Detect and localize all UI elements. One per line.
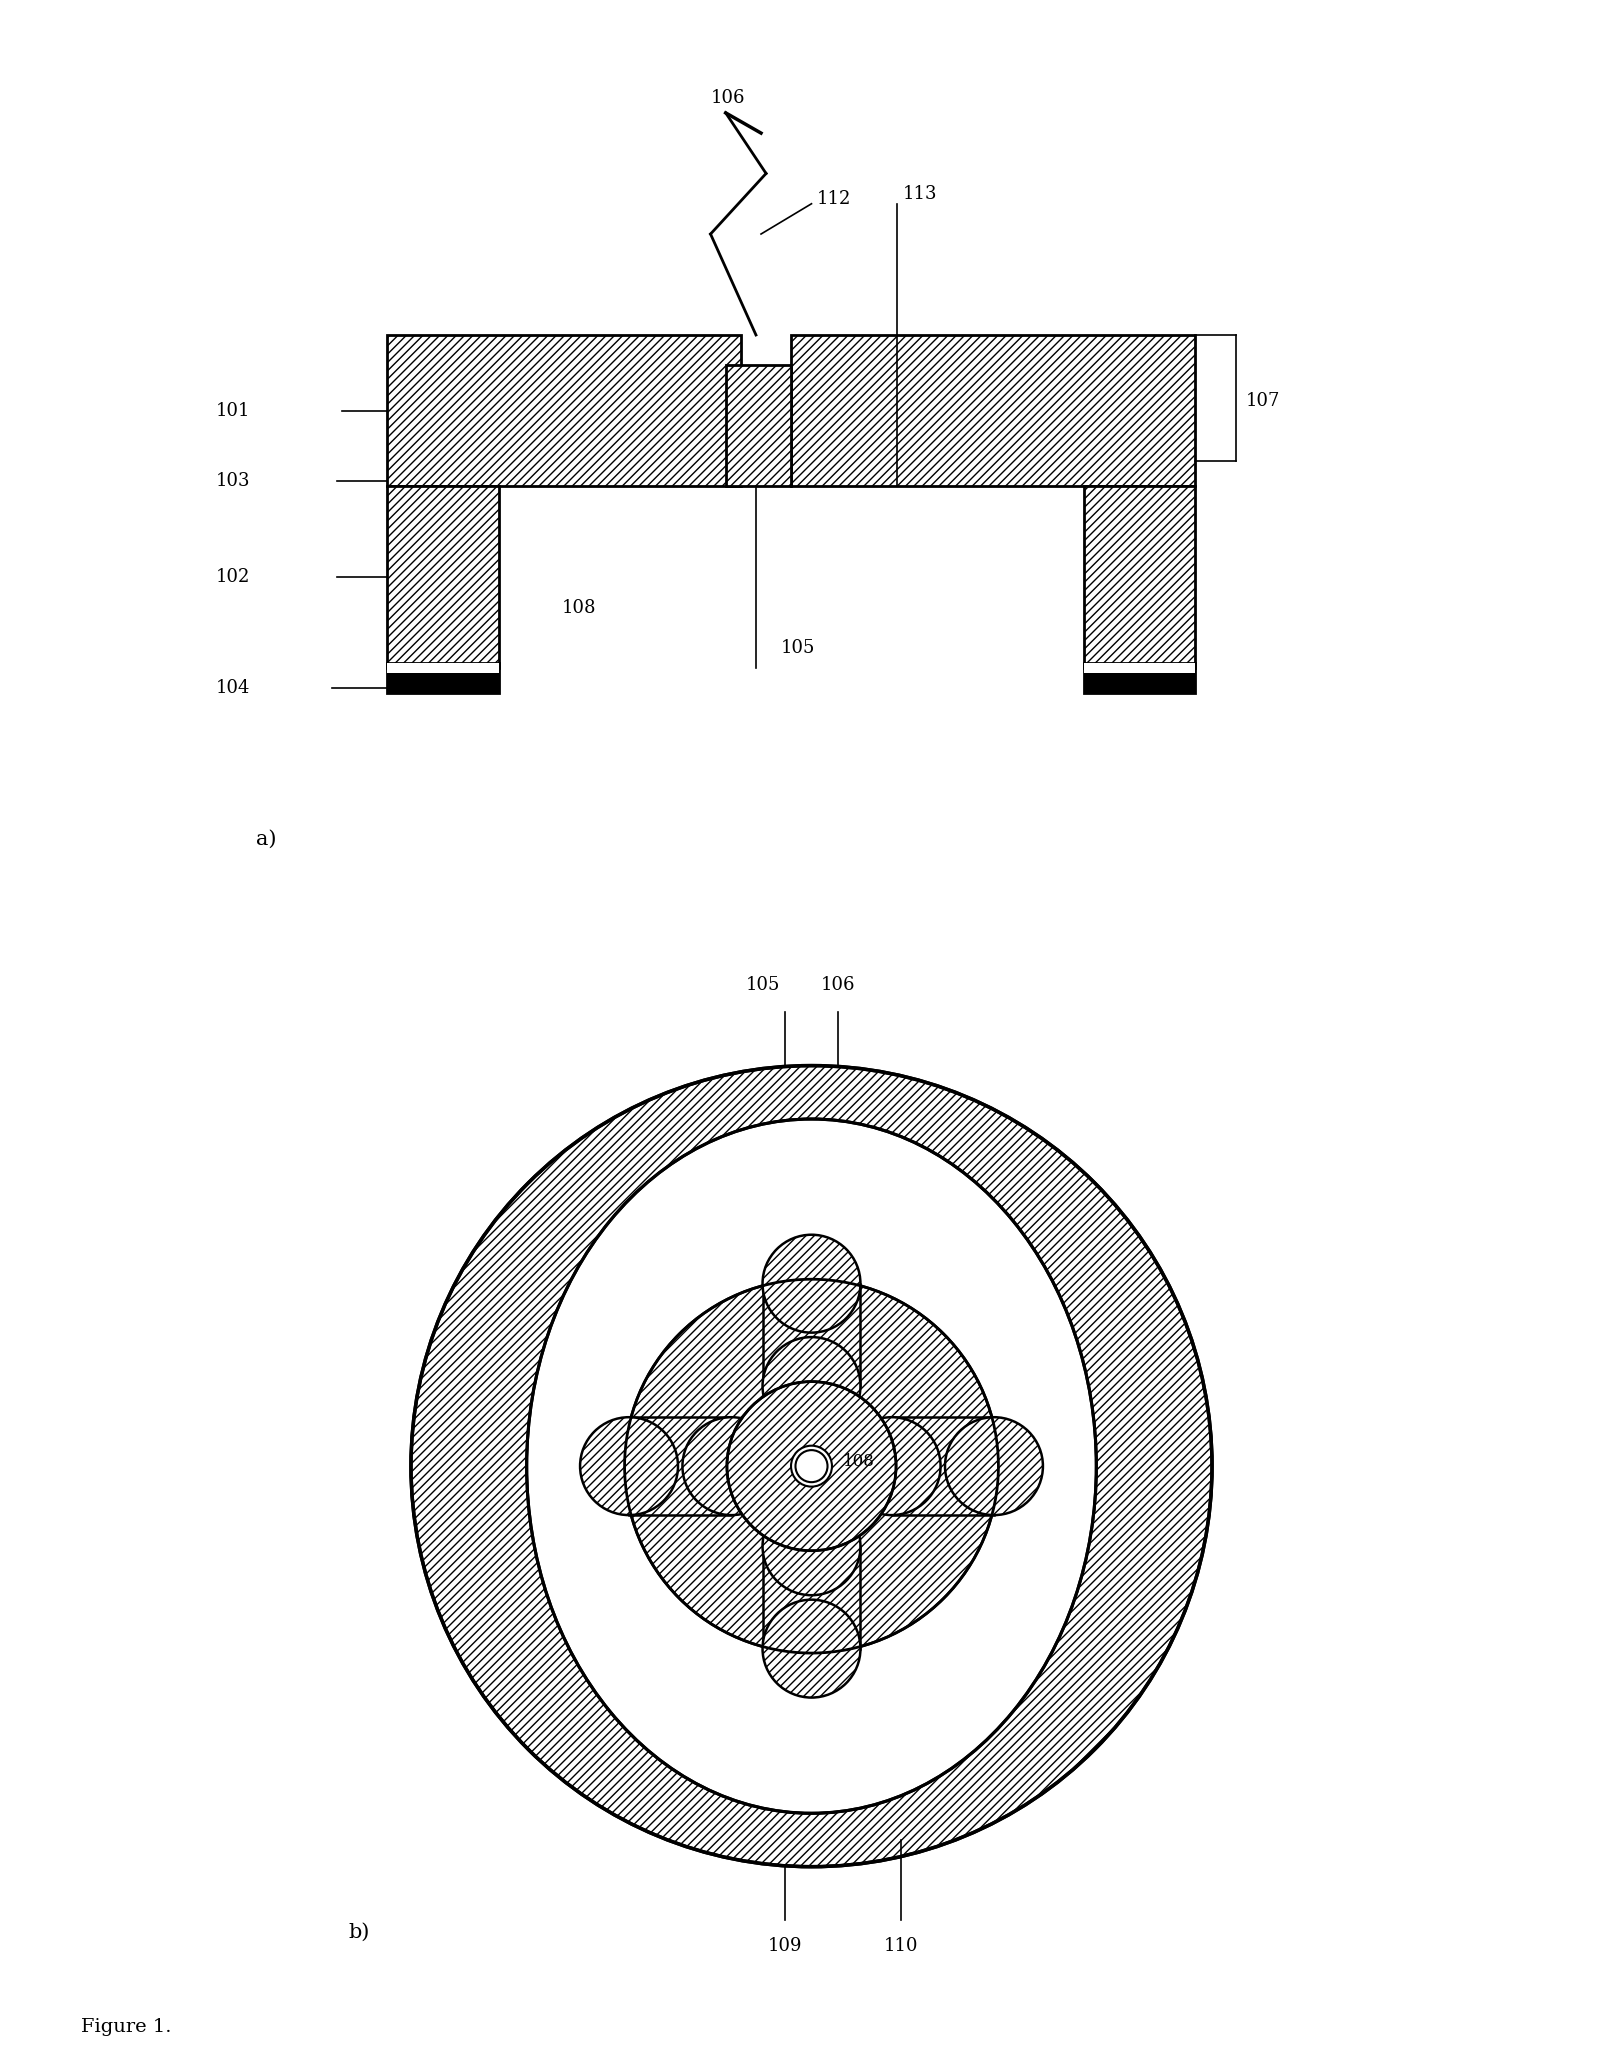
Text: 102: 102 (216, 568, 250, 586)
Text: 112: 112 (816, 190, 850, 209)
Text: 101: 101 (216, 403, 250, 419)
Text: b): b) (349, 1923, 370, 1941)
Text: 106: 106 (711, 89, 745, 107)
Bar (763, 1284, 860, 1386)
Bar (630, 1417, 732, 1516)
Text: 110: 110 (883, 1937, 917, 1956)
Circle shape (945, 1417, 1044, 1516)
Bar (763, 1547, 860, 1648)
Text: 105: 105 (781, 638, 816, 657)
Bar (725, 366, 792, 487)
Text: 106: 106 (821, 977, 855, 993)
Bar (1084, 487, 1195, 669)
Circle shape (763, 1497, 860, 1594)
Text: a): a) (256, 830, 278, 849)
Text: 104: 104 (216, 679, 250, 698)
Text: 113: 113 (902, 184, 936, 202)
Circle shape (763, 1235, 860, 1332)
Circle shape (411, 1066, 1212, 1867)
Text: 103: 103 (216, 473, 250, 489)
Bar (388, 487, 498, 669)
Circle shape (790, 1446, 833, 1487)
Text: Figure 1.: Figure 1. (81, 2018, 172, 2036)
Bar (1084, 663, 1195, 694)
Circle shape (763, 1338, 860, 1435)
Text: 108: 108 (562, 599, 597, 617)
Circle shape (579, 1417, 678, 1516)
Circle shape (625, 1278, 998, 1654)
Bar (388, 663, 498, 673)
Circle shape (795, 1450, 828, 1483)
Bar (891, 1417, 993, 1516)
Circle shape (727, 1381, 896, 1551)
Text: 107: 107 (1245, 392, 1281, 409)
Ellipse shape (527, 1119, 1096, 1813)
Bar (388, 335, 740, 487)
Circle shape (842, 1417, 941, 1516)
Circle shape (763, 1600, 860, 1697)
Text: 108: 108 (842, 1454, 875, 1470)
Circle shape (682, 1417, 781, 1516)
Text: 105: 105 (745, 977, 779, 993)
Bar (388, 663, 498, 694)
Bar (1084, 663, 1195, 673)
Text: 109: 109 (768, 1937, 802, 1956)
Bar (792, 335, 1195, 487)
